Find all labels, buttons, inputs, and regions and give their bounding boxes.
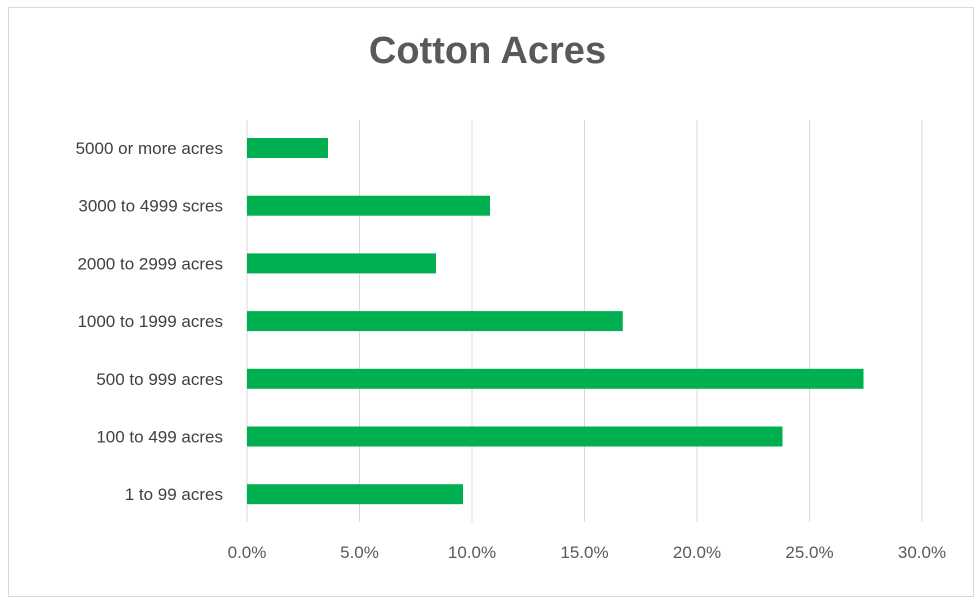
x-tick-label: 25.0% xyxy=(785,543,833,562)
bar xyxy=(247,311,623,332)
x-tick-label: 30.0% xyxy=(898,543,946,562)
x-tick-label: 0.0% xyxy=(228,543,267,562)
bar xyxy=(247,484,463,505)
category-label: 500 to 999 acres xyxy=(96,370,223,389)
chart-frame xyxy=(8,7,974,597)
bar xyxy=(247,426,783,447)
x-tick-label: 20.0% xyxy=(673,543,721,562)
bar xyxy=(247,368,864,389)
bar xyxy=(247,138,328,158)
x-tick-labels: 0.0% 5.0% 10.0% 15.0% 20.0% 25.0% 30.0% xyxy=(228,543,946,562)
x-tick-label: 15.0% xyxy=(560,543,608,562)
chart-title: Cotton Acres xyxy=(368,30,607,72)
category-label: 5000 or more acres xyxy=(76,139,223,158)
category-label: 1000 to 1999 acres xyxy=(77,312,223,331)
category-labels: 5000 or more acres 3000 to 4999 scres 2000… xyxy=(76,139,223,504)
bar xyxy=(247,253,436,274)
category-label: 3000 to 4999 scres xyxy=(78,197,223,216)
bar-chart: 5000 or more acres 3000 to 4999 scres 2000… xyxy=(76,120,946,562)
bar xyxy=(247,195,490,216)
category-label: 2000 to 2999 acres xyxy=(77,254,223,273)
category-label: 100 to 499 acres xyxy=(96,428,223,447)
category-label: 1 to 99 acres xyxy=(125,485,223,504)
x-tick-label: 5.0% xyxy=(340,543,379,562)
x-tick-label: 10.0% xyxy=(448,543,496,562)
bars xyxy=(247,138,864,505)
